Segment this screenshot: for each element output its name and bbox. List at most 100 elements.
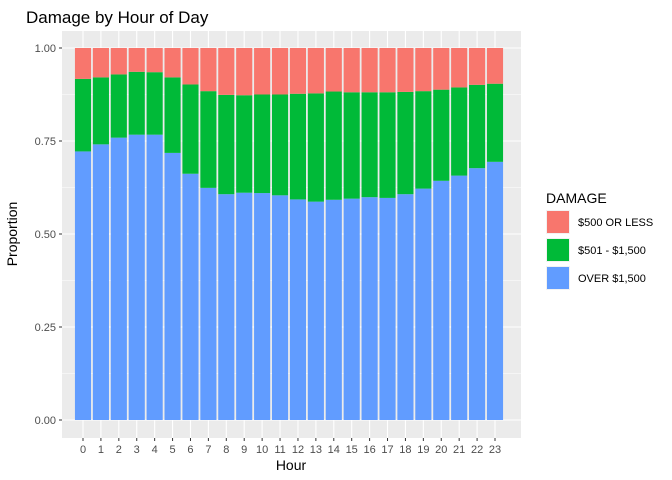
bar-segment — [469, 168, 486, 420]
x-tick-label: 9 — [241, 444, 247, 456]
legend-label: $501 - $1,500 — [578, 245, 646, 257]
bar-segment — [110, 48, 127, 75]
bar-segment — [271, 94, 289, 196]
bar-segment — [254, 94, 271, 194]
legend-title: DAMAGE — [546, 190, 607, 206]
x-tick-label: 8 — [223, 444, 229, 456]
bar-segment — [307, 93, 324, 202]
bar-segment — [451, 175, 468, 420]
bar-segment — [289, 93, 307, 200]
x-tick-label: 20 — [435, 444, 447, 456]
bar-segment — [325, 48, 342, 92]
bar-segment — [254, 193, 271, 420]
bar-segment — [397, 194, 414, 420]
x-tick-label: 13 — [310, 444, 322, 456]
bar-segment — [433, 180, 450, 420]
bar-segment — [200, 91, 217, 188]
legend: DAMAGE $500 OR LESS $501 - $1,500 OVER $1,… — [546, 190, 653, 290]
bar-segment — [92, 144, 109, 420]
bar-segment — [254, 48, 271, 95]
y-tick-label: 1.00 — [35, 43, 56, 55]
bar-segment — [415, 48, 432, 92]
bar-segment — [271, 195, 289, 420]
bar-segment — [451, 48, 468, 88]
bar-segment — [451, 87, 468, 176]
bar-segment — [92, 77, 109, 145]
y-axis-title: Proportion — [4, 202, 20, 267]
bar-segment — [128, 134, 145, 420]
bar-segment — [397, 48, 414, 92]
y-tick-label: 0.00 — [35, 415, 56, 427]
x-tick-label: 0 — [80, 444, 86, 456]
legend-label: $500 OR LESS — [578, 217, 653, 229]
x-tick-label: 14 — [328, 444, 340, 456]
bars — [74, 48, 504, 421]
x-tick-label: 11 — [274, 444, 285, 456]
bar-segment — [218, 194, 235, 420]
x-tick-label: 7 — [205, 444, 211, 456]
bar-segment — [325, 91, 342, 200]
bar-segment — [182, 48, 199, 85]
x-tick-label: 19 — [417, 444, 429, 456]
x-tick-label: 17 — [381, 444, 393, 456]
bar-segment — [486, 48, 504, 84]
legend-label: OVER $1,500 — [578, 273, 646, 285]
bar-segment — [146, 134, 163, 420]
y-tick-label: 0.75 — [35, 136, 56, 148]
bar-segment — [343, 198, 360, 420]
x-tick-label: 4 — [152, 444, 158, 456]
bar-segment — [92, 48, 109, 78]
bar-segment — [289, 48, 307, 94]
bar-segment — [379, 48, 396, 93]
chart-title: Damage by Hour of Day — [26, 8, 209, 27]
bar-segment — [182, 84, 199, 174]
x-tick-label: 3 — [134, 444, 140, 456]
bar-segment — [236, 192, 253, 420]
bar-segment — [415, 91, 432, 189]
bar-segment — [74, 78, 92, 152]
bar-segment — [486, 83, 504, 162]
bar-segment — [146, 72, 163, 135]
y-axis-ticks: 0.00 0.25 0.50 0.75 1.00 — [35, 43, 62, 427]
bar-segment — [271, 48, 289, 95]
bar-segment — [164, 152, 181, 421]
bar-segment — [469, 48, 486, 85]
x-tick-label: 22 — [471, 444, 483, 456]
y-tick-label: 0.50 — [35, 229, 56, 241]
x-tick-label: 6 — [187, 444, 193, 456]
bar-segment — [164, 77, 181, 153]
bar-segment — [486, 161, 504, 420]
y-tick-label: 0.25 — [35, 322, 56, 334]
x-axis-title: Hour — [276, 457, 307, 473]
bar-segment — [200, 187, 217, 420]
bar-segment — [236, 95, 253, 193]
bar-segment — [218, 94, 235, 195]
bar-segment — [74, 151, 92, 420]
bar-segment — [128, 71, 145, 135]
x-tick-label: 2 — [116, 444, 122, 456]
bar-segment — [415, 188, 432, 420]
bar-segment — [307, 48, 324, 94]
bar-segment — [361, 197, 378, 420]
bar-segment — [433, 89, 450, 181]
bar-segment — [379, 197, 396, 420]
x-axis-ticks: 0 1 2 3 4 5 6 7 8 9 10 11 12 13 14 15 16 17 18 19 20 21 22 23 — [80, 438, 501, 456]
x-tick-label: 21 — [453, 444, 465, 456]
bar-segment — [307, 201, 324, 420]
bar-segment — [343, 48, 360, 93]
x-tick-label: 18 — [399, 444, 411, 456]
bar-segment — [343, 92, 360, 199]
bar-segment — [164, 48, 181, 78]
bar-segment — [397, 91, 414, 195]
legend-swatch — [547, 239, 569, 261]
bar-segment — [433, 48, 450, 90]
bar-segment — [146, 48, 163, 73]
legend-swatch — [547, 211, 569, 233]
bar-segment — [110, 137, 127, 421]
bar-segment — [236, 48, 253, 96]
x-tick-label: 15 — [346, 444, 358, 456]
bar-segment — [469, 84, 486, 169]
bar-segment — [200, 48, 217, 92]
bar-segment — [182, 173, 199, 420]
bar-segment — [128, 48, 145, 72]
